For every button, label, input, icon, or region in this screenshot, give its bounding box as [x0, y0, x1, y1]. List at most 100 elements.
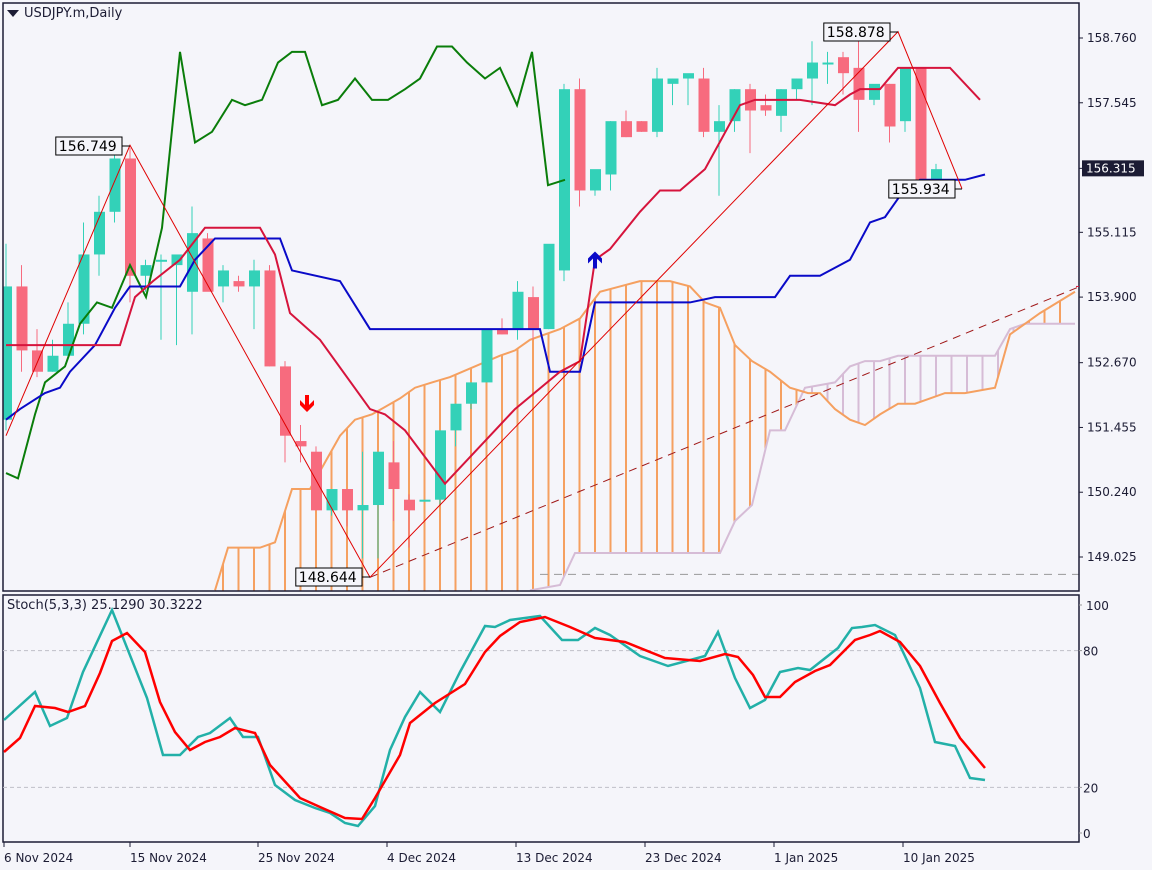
candle: [450, 403, 462, 431]
candle: [419, 499, 431, 502]
candle: [822, 62, 834, 65]
candle: [109, 158, 121, 212]
candle: [574, 89, 586, 191]
candle: [683, 73, 694, 79]
kijun-sen-line: [5, 173, 986, 421]
stoch-signal-line: [3, 615, 986, 821]
svg-text:148.644: 148.644: [299, 570, 357, 586]
candle: [218, 270, 229, 287]
candle: [497, 329, 508, 335]
candle: [435, 430, 446, 500]
svg-text:156.315: 156.315: [1086, 161, 1136, 175]
candle: [915, 67, 927, 180]
main-pane[interactable]: [1, 30, 1080, 612]
zigzag-line: [5, 30, 963, 579]
price-tick-label: 150.240: [1087, 485, 1137, 499]
date-tick-label: 1 Jan 2025: [774, 851, 838, 865]
date-tick-label: 23 Dec 2024: [645, 851, 722, 865]
dropdown-triangle-icon[interactable]: [7, 10, 19, 17]
price-annotation-label: 158.878: [823, 22, 898, 42]
date-tick-label: 4 Dec 2024: [387, 851, 456, 865]
price-tick-label: 157.545: [1087, 96, 1137, 110]
tenkan-sen-line: [6, 66, 981, 486]
candle: [16, 286, 28, 351]
stoch-main-line: [3, 606, 986, 828]
candle: [264, 270, 276, 367]
candle: [884, 83, 896, 127]
svg-text:158.878: 158.878: [827, 25, 885, 41]
date-tick-label: 13 Dec 2024: [516, 851, 593, 865]
candle: [760, 105, 772, 111]
candle: [512, 291, 524, 330]
price-tick-label: 149.025: [1087, 550, 1137, 564]
candle: [838, 57, 849, 74]
price-annotation-label: 155.934: [888, 179, 962, 199]
stochastic-pane[interactable]: [3, 606, 1079, 828]
candle: [63, 323, 74, 356]
candle: [481, 329, 493, 383]
candlesticks: [3, 30, 942, 559]
price-annotation-label: 156.749: [55, 136, 130, 156]
candle: [373, 451, 384, 506]
buy-arrow-icon: [588, 251, 602, 269]
svg-text:156.749: 156.749: [59, 139, 117, 155]
stochastic-indicator-label: Stoch(5,3,3) 25.1290 30.3222: [7, 598, 203, 613]
chart-title[interactable]: USDJPY.m,Daily: [7, 6, 122, 21]
candle: [47, 355, 59, 372]
senkou-span-b-line: [529, 322, 1075, 591]
sell-arrow-icon: [300, 395, 314, 413]
candle: [295, 441, 307, 447]
stoch-pane-border: [2, 594, 1080, 843]
candle: [156, 259, 167, 262]
candle: [621, 121, 632, 138]
senkou-span-a-line: [214, 280, 1076, 591]
candle: [807, 62, 818, 79]
current-price-tag: [1082, 160, 1144, 177]
candle: [342, 489, 353, 511]
candle: [931, 169, 942, 180]
candle: [543, 243, 555, 330]
price-tick-label: 158.760: [1087, 31, 1137, 45]
candle: [202, 238, 214, 292]
price-tick-label: 155.115: [1087, 225, 1137, 239]
symbol-timeframe-label: USDJPY.m,Daily: [24, 6, 123, 21]
candle: [171, 254, 183, 266]
candle: [466, 382, 477, 404]
stoch-axis: 100 80 20 0: [1079, 599, 1109, 841]
candle: [869, 83, 880, 100]
price-tick-label: 153.900: [1087, 290, 1137, 304]
date-axis[interactable]: 6 Nov 2024 15 Nov 2024 25 Nov 2024 4 Dec 20…: [3, 842, 975, 865]
candle: [78, 254, 90, 324]
svg-text:20: 20: [1083, 781, 1098, 795]
price-tick-label: 151.455: [1087, 420, 1137, 434]
candle: [698, 78, 710, 132]
date-tick-label: 15 Nov 2024: [130, 851, 207, 865]
candle: [140, 265, 152, 276]
svg-text:100: 100: [1086, 599, 1109, 613]
candle: [590, 169, 601, 191]
candle: [776, 89, 787, 116]
candle: [357, 505, 369, 511]
candle: [125, 158, 136, 276]
candle: [745, 89, 756, 111]
svg-text:155.934: 155.934: [892, 182, 950, 198]
candle: [94, 211, 105, 255]
price-axis[interactable]: 158.760 157.545 156.315 155.115 153.900 152.6…: [1079, 31, 1144, 564]
candle: [729, 89, 741, 122]
svg-text:0: 0: [1083, 827, 1091, 841]
chikou-span-line: [5, 45, 566, 480]
candle: [900, 67, 911, 122]
trendline[interactable]: [369, 286, 1080, 578]
price-annotation-label: 148.644: [295, 567, 370, 587]
candle: [528, 297, 539, 330]
candle: [249, 270, 260, 287]
price-tick-label: 152.670: [1087, 356, 1137, 370]
candle: [326, 489, 338, 511]
ichimoku-cloud: [222, 281, 1061, 591]
candle: [3, 286, 12, 420]
date-tick-label: 25 Nov 2024: [258, 851, 335, 865]
date-tick-label: 10 Jan 2025: [903, 851, 975, 865]
candle: [652, 78, 663, 132]
candle: [404, 499, 415, 511]
